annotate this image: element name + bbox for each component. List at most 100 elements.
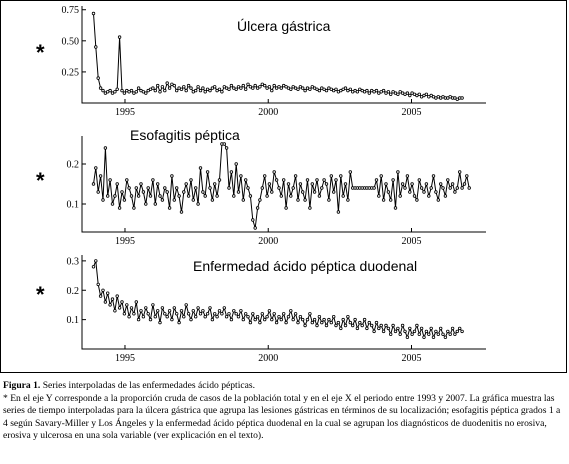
chart-1-title: Úlcera gástrica [237, 18, 331, 34]
chart-2-point [103, 146, 108, 150]
chart-2-point [431, 174, 436, 178]
chart-2-point [320, 186, 324, 190]
chart-1-x-tick-label: 2000 [258, 107, 278, 118]
chart-1-x-tick-label: 2005 [402, 107, 422, 118]
chart-1-point [94, 45, 98, 49]
chart-2-point [334, 178, 338, 182]
chart-2: 0.1 0.2 1995 2000 2005 Esofagitis péptica [67, 127, 486, 247]
chart-2-point [129, 194, 134, 198]
chart-3-point [186, 312, 191, 316]
chart-3-point [158, 320, 162, 325]
chart-2-point [458, 170, 462, 174]
chart-3-point [436, 332, 440, 336]
chart-1-point [460, 96, 464, 100]
chart-3-point [384, 323, 388, 328]
chart-3-point [389, 332, 393, 336]
chart-1-point [248, 85, 253, 89]
chart-1-point [201, 86, 205, 90]
chart-2-point [467, 186, 471, 190]
chart-2-point [270, 190, 274, 194]
chart-3-point [234, 312, 238, 316]
chart-2-point [346, 198, 350, 202]
chart-2-point [158, 194, 162, 198]
chart-3-point [429, 326, 433, 331]
chart-3-point [408, 326, 412, 331]
chart-3-point [393, 329, 398, 334]
chart-3-point [144, 306, 148, 310]
chart-2-point [403, 186, 407, 190]
chart-1-point [389, 92, 393, 96]
chart-1-point [284, 85, 288, 89]
chart-2-point [222, 142, 226, 146]
chart-1-point [391, 90, 395, 94]
chart-1-point [122, 91, 127, 95]
chart-2-point [148, 194, 153, 198]
chart-3-point [189, 317, 193, 322]
chart-2-point [429, 186, 433, 190]
chart-3-point [417, 332, 421, 336]
chart-3-point [372, 329, 376, 334]
chart-3-point [381, 329, 386, 334]
chart-3-point [453, 332, 457, 336]
chart-3-point [403, 329, 407, 334]
chart-1-point [241, 83, 245, 88]
chart-3-point [422, 335, 426, 339]
chart-3-point [343, 323, 348, 328]
chart-1-point [186, 83, 191, 88]
figure-frame [0, 0, 567, 373]
chart-1-point [117, 35, 122, 39]
chart-1-point [324, 88, 329, 93]
chart-2-point [408, 190, 412, 194]
chart-3-point [270, 317, 274, 322]
chart-2-point [305, 178, 310, 182]
chart-3-point [215, 315, 219, 319]
chart-1-point [329, 87, 333, 91]
chart-3-x-tick-label: 2005 [402, 353, 422, 364]
chart-2-point [155, 182, 160, 186]
chart-2-point [189, 178, 193, 182]
chart-3-point [229, 317, 234, 322]
chart-1-point [301, 86, 305, 90]
chart-2-point [186, 194, 191, 198]
chart-3-point [446, 329, 450, 334]
chart-1-point [334, 87, 338, 91]
chart-1-point [417, 92, 421, 96]
chart-2-point [443, 194, 448, 198]
chart-2-point [436, 198, 440, 202]
chart-2-point [327, 198, 331, 202]
chart-2-point [94, 166, 98, 170]
chart-1-point [151, 86, 155, 90]
chart-2-point [343, 182, 348, 186]
chart-2-point [153, 202, 157, 206]
chart-3-point [129, 306, 134, 310]
chart-3-point [398, 332, 402, 336]
chart-3-point [355, 326, 360, 331]
chart-1-point [208, 88, 212, 93]
chart-3-point [217, 309, 222, 313]
chart-3-point [400, 323, 405, 328]
chart-2-point [303, 198, 307, 202]
chart-1-point [274, 86, 279, 90]
chart-2-point [439, 182, 443, 186]
chart-1-point [296, 87, 300, 91]
chart-3-y-tick-label: 0.2 [67, 286, 80, 297]
chart-3-point [329, 320, 333, 325]
chart-3-title: Enfermedad ácido péptica duodenal [193, 258, 417, 274]
chart-1-point [179, 87, 184, 91]
chart-2-point [450, 182, 455, 186]
chart-2-point [101, 198, 105, 202]
chart-2-point [462, 182, 467, 186]
chart-1-point [98, 86, 103, 90]
chart-2-point [115, 182, 119, 186]
chart-1-point [193, 88, 198, 93]
chart-1-point [455, 97, 459, 101]
chart-3-point [410, 332, 414, 336]
chart-2-point [212, 182, 217, 186]
chart-3-point [239, 309, 243, 313]
chart-1-point [424, 92, 429, 96]
chart-2-point [224, 146, 229, 150]
chart-3-point [248, 320, 253, 325]
chart-3-point [246, 315, 250, 319]
chart-3-point [396, 326, 400, 331]
chart-2-point [424, 182, 429, 186]
